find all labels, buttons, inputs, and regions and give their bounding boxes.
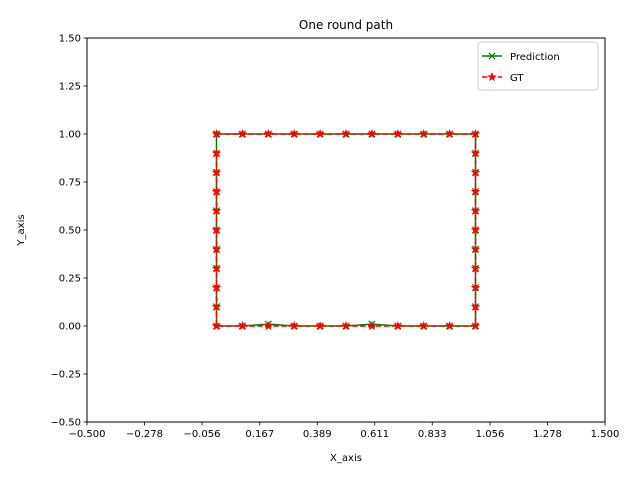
- data-point: [315, 320, 325, 331]
- data-point: [470, 282, 481, 292]
- x-axis-ticks: −0.500 −0.278 −0.056 0.167 0.389 0.611 0.833 1.…: [68, 422, 619, 440]
- plot-area: [211, 128, 481, 331]
- y-tick-label: 0.25: [59, 274, 81, 285]
- x-tick-label: −0.056: [183, 429, 220, 440]
- x-tick-label: 1.278: [533, 429, 562, 440]
- data-point: [470, 244, 481, 254]
- x-tick-label: 0.167: [245, 429, 274, 440]
- data-point: [367, 320, 377, 331]
- data-point: [263, 128, 274, 139]
- data-point: [470, 186, 481, 196]
- data-point: [289, 128, 299, 139]
- y-tick-label: 0.75: [59, 178, 81, 189]
- y-tick-label: 0.00: [59, 322, 81, 333]
- data-point: [315, 128, 325, 139]
- data-point: [211, 167, 222, 177]
- data-point: [393, 320, 403, 331]
- data-point: [289, 320, 299, 331]
- data-point: [470, 263, 481, 273]
- y-tick-label: 1.00: [59, 130, 81, 141]
- series-markers-gt: [211, 128, 481, 331]
- legend-box: [477, 41, 599, 91]
- data-point: [237, 128, 248, 139]
- x-tick-label: 1.056: [476, 429, 505, 440]
- x-tick-label: 0.389: [303, 429, 332, 440]
- x-axis-label: X_axis: [330, 453, 362, 464]
- data-point: [470, 301, 481, 311]
- data-point: [470, 224, 481, 235]
- data-point: [211, 186, 222, 196]
- data-point: [444, 128, 455, 139]
- data-point: [470, 148, 481, 158]
- y-tick-label: 0.50: [59, 226, 81, 237]
- legend-marker-gt: [487, 71, 497, 82]
- legend-items: Prediction GT: [482, 52, 560, 84]
- legend-marker-prediction: [488, 52, 496, 60]
- y-tick-label: −0.50: [50, 418, 81, 429]
- data-point: [393, 128, 403, 139]
- data-point: [418, 320, 429, 331]
- legend: Prediction GT: [477, 41, 599, 91]
- legend-label-gt: GT: [510, 73, 524, 84]
- y-tick-label: −0.25: [50, 370, 81, 381]
- data-point: [211, 320, 222, 331]
- chart-title: One round path: [299, 18, 393, 32]
- data-point: [211, 148, 222, 158]
- x-tick-label: 1.500: [591, 429, 620, 440]
- x-tick-label: 0.833: [418, 429, 447, 440]
- x-tick-label: −0.500: [68, 429, 105, 440]
- data-point: [470, 128, 481, 139]
- data-point: [211, 244, 222, 254]
- y-axis-ticks: −0.50 −0.25 0.00 0.25 0.50 0.75 1.00 1.25 1.50: [50, 34, 87, 429]
- data-point: [211, 263, 222, 273]
- data-point: [444, 320, 455, 331]
- data-point: [211, 205, 222, 215]
- series-line-gt: [215, 133, 477, 327]
- y-tick-label: 1.25: [59, 82, 81, 93]
- data-point: [470, 320, 481, 331]
- data-point: [470, 167, 481, 177]
- data-point: [237, 320, 248, 331]
- data-point: [211, 224, 222, 235]
- y-axis-label: Y_axis: [16, 214, 27, 246]
- data-point: [211, 282, 222, 292]
- data-point: [470, 205, 481, 215]
- legend-label-prediction: Prediction: [510, 52, 560, 63]
- data-point: [341, 128, 351, 139]
- data-point: [341, 320, 351, 331]
- data-point: [367, 128, 377, 139]
- data-point: [211, 301, 222, 311]
- data-point: [263, 320, 274, 331]
- marker-stroke: [488, 52, 496, 60]
- x-tick-label: 0.611: [360, 429, 389, 440]
- y-tick-label: 1.50: [59, 34, 81, 45]
- x-tick-label: −0.278: [126, 429, 163, 440]
- data-point: [211, 128, 222, 139]
- data-point: [418, 128, 429, 139]
